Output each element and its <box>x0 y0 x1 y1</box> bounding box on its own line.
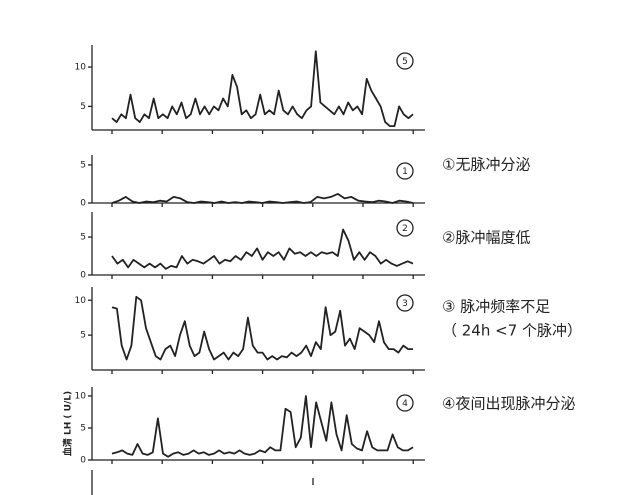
data-line <box>111 228 414 270</box>
data-line <box>111 50 414 127</box>
annotation: ④夜间出现脉冲分泌 <box>442 395 575 413</box>
panel-label: 3 <box>402 299 408 309</box>
cut-panel <box>91 470 314 495</box>
y-axis-label: 血清 LH ( U/L) <box>62 391 74 456</box>
panel-badge <box>396 394 414 412</box>
y-tick-label: 5 <box>80 423 86 433</box>
panel-label: 2 <box>402 224 408 234</box>
panel-badge <box>396 219 414 237</box>
panel-label: 5 <box>402 57 408 67</box>
y-tick-label: 0 <box>80 199 86 209</box>
panel: 0 5 10 4 血清 LH ( U/L) ④夜间出现脉冲分泌 <box>62 387 575 466</box>
panel-label: 4 <box>402 399 408 409</box>
data-line <box>111 295 413 361</box>
panel-badge <box>396 294 414 312</box>
panel-label: 1 <box>402 167 408 177</box>
annotation: （ 24h <7 个脉冲） <box>442 322 582 340</box>
y-tick-label: 5 <box>80 102 86 112</box>
panel: 0 5 1 ①无脉冲分泌 <box>80 155 530 209</box>
y-tick-label: 5 <box>80 233 86 243</box>
y-tick-label: 10 <box>75 391 87 401</box>
y-tick-label: 0 <box>80 456 86 466</box>
y-tick-label: 5 <box>80 331 86 341</box>
panel: 5 10 3 ③ 脉冲频率不足 （ 24h <7 个脉冲） <box>75 287 582 374</box>
data-line <box>111 193 414 204</box>
panel: 0 5 2 ②脉冲幅度低 <box>80 212 530 281</box>
panel: 5 10 5 <box>75 45 425 134</box>
annotation: ③ 脉冲频率不足 <box>442 298 550 316</box>
annotation: ①无脉冲分泌 <box>442 156 530 174</box>
y-tick-label: 5 <box>80 160 86 170</box>
panel-badge <box>396 52 414 70</box>
y-tick-label: 10 <box>75 63 87 73</box>
y-tick-label: 0 <box>80 271 86 281</box>
y-tick-label: 10 <box>75 296 87 306</box>
data-line <box>111 395 414 458</box>
panel-badge <box>396 162 414 180</box>
annotation: ②脉冲幅度低 <box>442 229 530 247</box>
